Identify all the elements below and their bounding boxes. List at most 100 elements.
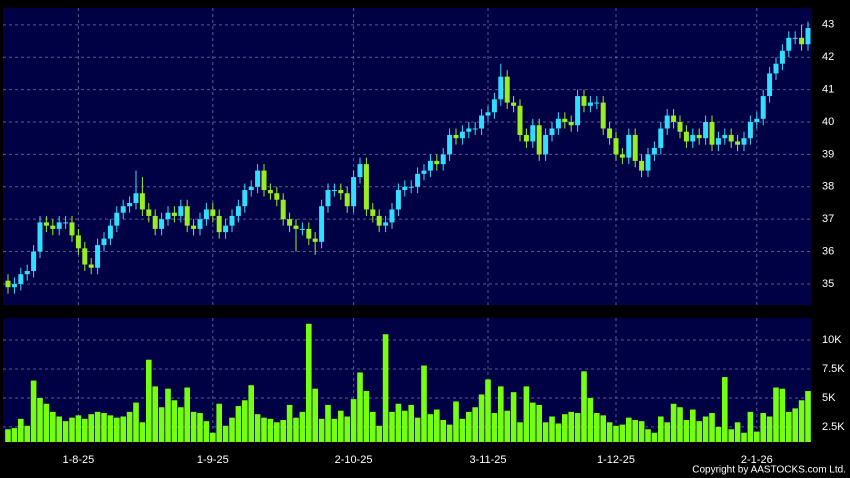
volume-bar bbox=[491, 413, 498, 442]
volume-bar bbox=[549, 416, 555, 442]
candle-body bbox=[447, 134, 453, 155]
volume-bar bbox=[235, 406, 242, 442]
candle-body bbox=[767, 73, 773, 97]
candle-body bbox=[235, 206, 241, 216]
candle-body bbox=[101, 238, 107, 246]
volume-bar bbox=[805, 391, 811, 442]
candle-body bbox=[427, 160, 433, 171]
y-tick-label: 2.5K bbox=[822, 421, 845, 433]
candle-body bbox=[799, 37, 805, 45]
candle-body bbox=[651, 147, 657, 155]
volume-bar bbox=[581, 371, 587, 442]
volume-bar bbox=[88, 414, 94, 442]
candle-body bbox=[351, 177, 357, 207]
volume-bar bbox=[728, 429, 734, 442]
candle-body bbox=[504, 76, 510, 103]
volume-bar bbox=[376, 425, 382, 442]
candle-body bbox=[472, 128, 478, 130]
volume-bar bbox=[670, 403, 677, 442]
candle-body bbox=[645, 154, 651, 171]
candle-body bbox=[127, 202, 133, 207]
candle-body bbox=[613, 138, 619, 155]
volume-bar bbox=[274, 422, 280, 442]
y-tick-label: 41 bbox=[822, 84, 834, 96]
candle-body bbox=[50, 225, 56, 229]
volume-bar bbox=[133, 402, 139, 442]
volume-bar bbox=[261, 417, 267, 442]
volume-bar bbox=[696, 421, 702, 442]
candle-body bbox=[75, 235, 81, 249]
candle-body bbox=[31, 251, 37, 271]
volume-bar bbox=[613, 425, 619, 442]
volume-bar bbox=[389, 411, 395, 442]
candle-body bbox=[735, 141, 741, 145]
volume-bar bbox=[293, 417, 299, 442]
volume-bar bbox=[792, 408, 798, 442]
volume-bar bbox=[466, 411, 472, 442]
volume-bar bbox=[779, 388, 786, 442]
volume-bar bbox=[683, 419, 690, 442]
candle-body bbox=[728, 134, 734, 142]
volume-bar bbox=[446, 424, 453, 442]
volume-bar bbox=[453, 401, 459, 442]
x-tick-label: 1-12-25 bbox=[597, 454, 635, 466]
volume-bar bbox=[158, 407, 165, 442]
volume-bar bbox=[510, 392, 517, 442]
volume-bar bbox=[664, 422, 670, 442]
candle-body bbox=[440, 154, 446, 165]
candle-body bbox=[184, 206, 190, 226]
candle-body bbox=[242, 190, 248, 207]
candle-body bbox=[536, 125, 542, 155]
candle-body bbox=[11, 283, 17, 288]
candle-body bbox=[523, 134, 529, 142]
copyright: Copyright by AASTOCKS.com Ltd. bbox=[692, 465, 846, 476]
volume-bar bbox=[318, 418, 325, 442]
volume-bar bbox=[658, 416, 664, 442]
y-tick-label: 40 bbox=[822, 116, 834, 128]
volume-bar bbox=[139, 422, 146, 442]
volume-bar bbox=[216, 403, 222, 442]
candle-body bbox=[671, 115, 677, 123]
candle-body bbox=[210, 209, 216, 216]
candle-body bbox=[773, 63, 779, 74]
candle-body bbox=[376, 215, 382, 226]
volume-bar bbox=[242, 400, 248, 442]
candle-body bbox=[568, 122, 574, 126]
candle-body bbox=[197, 219, 203, 229]
candle-body bbox=[587, 102, 593, 106]
candle-body bbox=[363, 164, 369, 210]
volume-bar bbox=[626, 417, 632, 442]
candle-body bbox=[690, 134, 696, 142]
candle-body bbox=[280, 199, 286, 220]
candle-body bbox=[306, 228, 312, 239]
volume-bar bbox=[536, 404, 542, 442]
candle-body bbox=[299, 228, 305, 230]
candle-body bbox=[69, 222, 75, 236]
candle-body bbox=[18, 274, 24, 284]
candle-body bbox=[287, 219, 293, 226]
volume-bar bbox=[331, 418, 338, 442]
volume-bar bbox=[587, 397, 594, 442]
candle-body bbox=[555, 118, 561, 129]
candle-body bbox=[741, 138, 747, 145]
candle-body bbox=[146, 209, 152, 216]
candle-body bbox=[479, 115, 485, 129]
candle-body bbox=[658, 128, 664, 148]
y-tick-label: 7.5K bbox=[822, 363, 845, 375]
candle-body bbox=[491, 99, 497, 113]
volume-bar bbox=[203, 421, 210, 442]
candle-body bbox=[754, 118, 760, 123]
candle-body bbox=[255, 170, 261, 187]
volume-bar bbox=[677, 407, 683, 442]
volume-bar bbox=[50, 411, 56, 442]
volume-bar bbox=[94, 411, 101, 442]
volume-bar bbox=[632, 419, 638, 442]
candle-body bbox=[779, 50, 785, 64]
volume-bar bbox=[363, 391, 370, 442]
volume-bar bbox=[107, 415, 114, 442]
volume-bar bbox=[30, 380, 37, 442]
candle-body bbox=[293, 225, 299, 229]
price-panel bbox=[3, 8, 812, 305]
